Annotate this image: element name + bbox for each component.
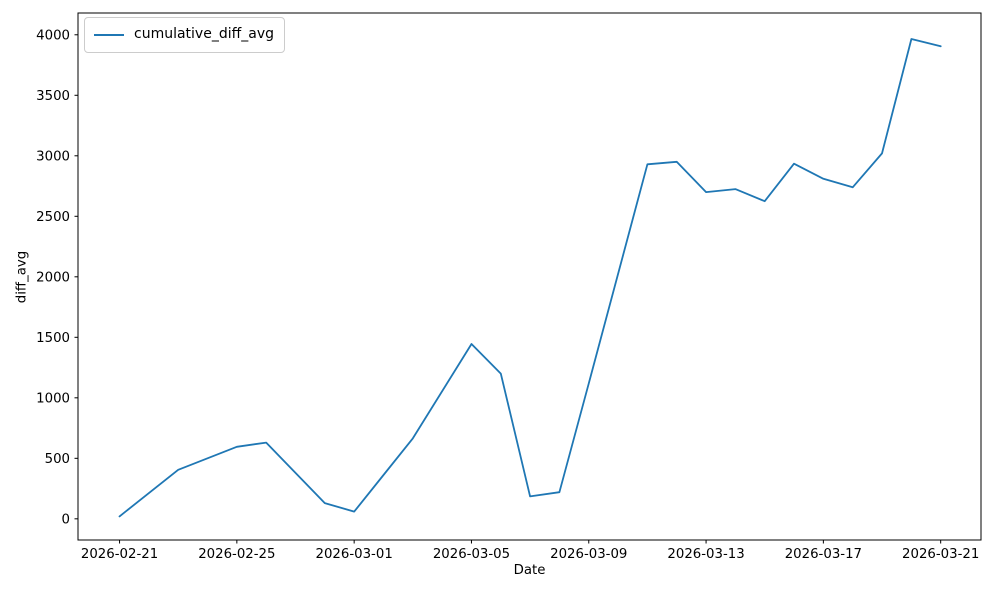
y-tick-label: 4000 bbox=[36, 28, 70, 43]
x-tick-label: 2026-03-13 bbox=[667, 547, 744, 562]
data-line-cumulative_diff_avg bbox=[118, 38, 942, 518]
y-tick-label: 2500 bbox=[36, 210, 70, 225]
x-tick-label: 2026-02-21 bbox=[81, 547, 158, 562]
x-tick-label: 2026-03-05 bbox=[433, 547, 510, 562]
x-tick-label: 2026-03-01 bbox=[316, 547, 393, 562]
x-tick-label: 2026-03-17 bbox=[785, 547, 862, 562]
y-tick-label: 3000 bbox=[36, 149, 70, 164]
x-tick-label: 2026-03-21 bbox=[902, 547, 979, 562]
axes-spines bbox=[77, 12, 982, 541]
x-tick-label: 2026-02-25 bbox=[198, 547, 275, 562]
legend-label: cumulative_diff_avg bbox=[134, 26, 274, 42]
y-tick-label: 1500 bbox=[36, 331, 70, 346]
y-tick-label: 1000 bbox=[36, 391, 70, 406]
legend: cumulative_diff_avg bbox=[84, 17, 285, 53]
x-tick-label: 2026-03-09 bbox=[550, 547, 627, 562]
y-tick-label: 3500 bbox=[36, 89, 70, 104]
y-axis-label: diff_avg bbox=[14, 250, 30, 304]
legend-line-swatch bbox=[94, 34, 124, 36]
x-axis-label: Date bbox=[513, 563, 546, 578]
y-tick-label: 2000 bbox=[36, 270, 70, 285]
y-tick-label: 500 bbox=[45, 452, 70, 467]
y-tick-label: 0 bbox=[62, 512, 70, 527]
